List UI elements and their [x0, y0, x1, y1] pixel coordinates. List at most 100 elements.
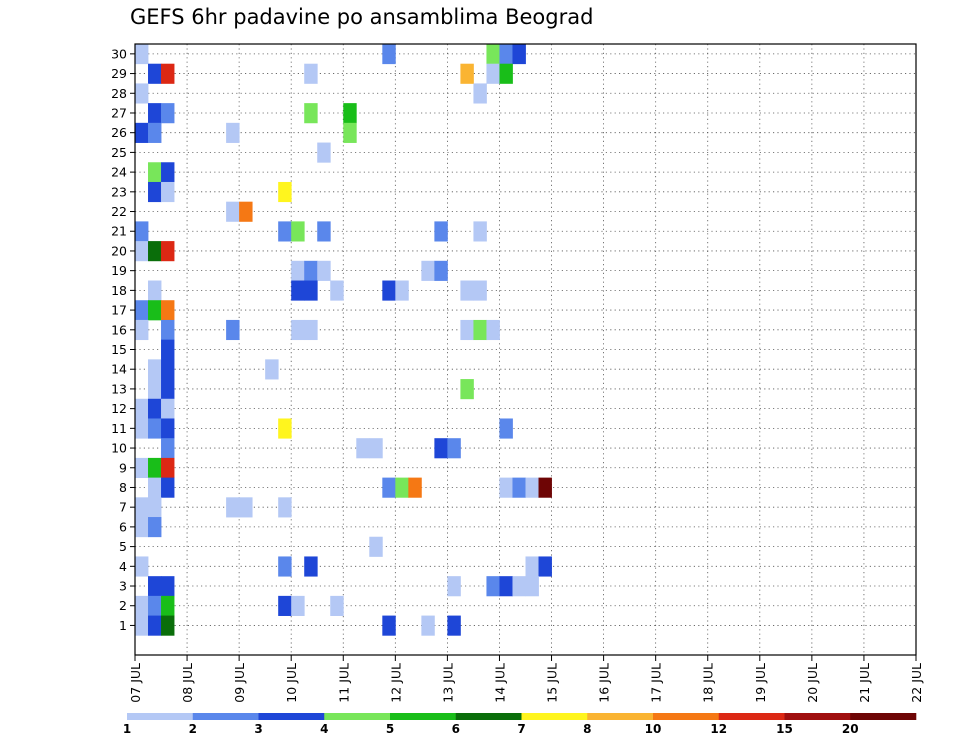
- precip-cell: [135, 241, 149, 262]
- colorbar-swatch: [718, 713, 785, 720]
- precip-cell: [148, 595, 162, 616]
- precip-cell: [421, 615, 435, 636]
- colorbar-swatch: [521, 713, 588, 720]
- y-tick-label: 21: [111, 224, 127, 239]
- precip-cell: [161, 181, 175, 203]
- precip-cell: [148, 181, 162, 203]
- y-tick-label: 6: [119, 519, 127, 534]
- x-tick-label: 22 JUL: [909, 663, 924, 703]
- precip-cell: [447, 438, 461, 459]
- precip-cell: [512, 576, 526, 597]
- precip-cell: [330, 595, 344, 616]
- colorbar-swatch: [784, 713, 851, 720]
- precip-cell: [512, 44, 526, 65]
- precip-cell: [278, 181, 292, 203]
- precip-cell: [148, 517, 162, 538]
- precip-cell: [135, 398, 149, 419]
- precip-cell: [161, 438, 175, 459]
- x-tick-label: 08 JUL: [180, 663, 195, 703]
- precip-cell: [278, 418, 292, 439]
- precip-cell: [161, 300, 175, 321]
- precip-cell: [148, 477, 162, 498]
- y-tick-label: 11: [111, 421, 127, 436]
- precip-cell: [304, 63, 318, 84]
- precip-cell: [148, 418, 162, 439]
- precip-cell: [148, 63, 162, 84]
- precip-cell: [291, 319, 305, 341]
- colorbar-label: 20: [842, 722, 859, 736]
- precip-cell: [512, 477, 526, 498]
- colorbar-label: 8: [583, 722, 591, 736]
- precip-cell: [460, 379, 474, 400]
- precip-cell: [408, 477, 422, 498]
- colorbar-label: 2: [189, 722, 197, 736]
- y-tick-label: 20: [111, 243, 127, 258]
- precip-cell: [135, 497, 149, 518]
- precip-cell: [460, 319, 474, 341]
- precip-cell: [382, 280, 396, 301]
- y-tick-label: 8: [119, 480, 127, 495]
- precip-cell: [460, 63, 474, 84]
- precip-cell: [291, 221, 305, 242]
- precip-cell: [395, 280, 409, 301]
- precip-cell: [135, 457, 149, 479]
- precip-cell: [304, 260, 318, 281]
- colorbar-swatch: [653, 713, 720, 720]
- precip-cell: [226, 122, 240, 143]
- x-tick-label: 12 JUL: [388, 663, 403, 703]
- x-tick-label: 18 JUL: [701, 663, 716, 703]
- precip-cell: [473, 221, 487, 242]
- precip-cell: [538, 556, 552, 577]
- precip-cell: [135, 319, 149, 341]
- x-tick-label: 20 JUL: [805, 663, 820, 703]
- precip-cell: [148, 300, 162, 321]
- colorbar-swatch: [390, 713, 457, 720]
- precip-cell: [343, 122, 357, 143]
- colorbar-label: 15: [776, 722, 793, 736]
- precip-cell: [330, 280, 344, 301]
- y-tick-label: 22: [111, 204, 127, 219]
- precip-cell: [135, 418, 149, 439]
- colorbar-swatch: [258, 713, 325, 720]
- y-tick-label: 14: [111, 362, 127, 377]
- grid-lines: [135, 44, 916, 655]
- precip-cell: [161, 398, 175, 419]
- y-tick-label: 2: [119, 598, 127, 613]
- precip-cell: [291, 280, 305, 301]
- precip-cell: [382, 44, 396, 65]
- precip-cell: [434, 438, 448, 459]
- precip-cell: [226, 497, 240, 518]
- y-tick-label: 7: [119, 500, 127, 515]
- colorbar: 1 2 3 4 5 6 7 8 10 12 15 20: [123, 713, 917, 736]
- x-tick-label: 16 JUL: [597, 663, 612, 703]
- precip-cell: [499, 418, 513, 439]
- precip-cell: [135, 300, 149, 321]
- precip-cell: [148, 457, 162, 479]
- precip-cell: [304, 103, 318, 124]
- precip-cell: [148, 162, 162, 183]
- precip-cell: [382, 477, 396, 498]
- precip-cell: [499, 477, 513, 498]
- precip-cell: [421, 260, 435, 281]
- y-tick-label: 28: [111, 86, 127, 101]
- precip-cell: [486, 63, 500, 84]
- precip-cell: [356, 438, 370, 459]
- y-tick-label: 25: [111, 145, 127, 160]
- precip-cell: [317, 221, 331, 242]
- x-tick-label: 07 JUL: [128, 663, 143, 703]
- colorbar-label: 6: [452, 722, 460, 736]
- precip-cell: [499, 44, 513, 65]
- precip-cell: [148, 576, 162, 597]
- precip-cell: [148, 359, 162, 380]
- precip-cell: [135, 615, 149, 636]
- precip-cell: [278, 497, 292, 518]
- y-tick-label: 3: [119, 579, 127, 594]
- precip-cell: [161, 477, 175, 498]
- colorbar-label: 3: [254, 722, 262, 736]
- precip-cell: [473, 83, 487, 104]
- precip-cell: [148, 379, 162, 400]
- precip-cell: [447, 576, 461, 597]
- y-tick-label: 1: [119, 618, 127, 633]
- precip-cell: [226, 201, 240, 222]
